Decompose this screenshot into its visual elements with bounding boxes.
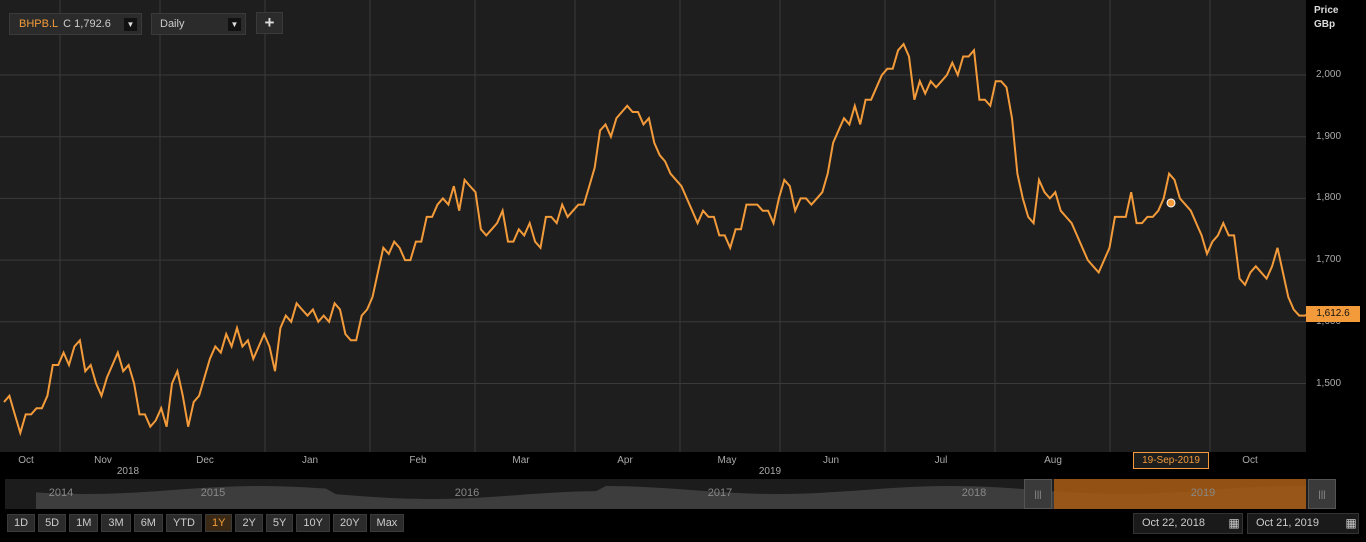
price-series-line [3,42,1311,437]
x-year-label: 2018 [116,466,140,477]
range-button-1y[interactable]: 1Y [204,514,233,532]
x-tick-label: Dec [196,455,214,466]
symbol-ticker: BHPB.L [19,18,59,30]
x-tick-label: Nov [94,455,112,466]
highlight-point-marker[interactable] [1166,198,1176,208]
period-selector[interactable]: Daily ▼ [151,13,246,35]
last-price-tag: 1,612.6 [1306,306,1360,322]
x-tick-label: Feb [409,455,427,466]
y-tick-label: 1,700 [1316,254,1342,266]
x-tick-label: May [717,455,737,466]
chevron-down-icon[interactable]: ▼ [124,18,137,31]
x-tick-label: Aug [1044,455,1062,466]
crosshair-date-label: 19-Sep-2019 [1133,452,1209,469]
navigator-year-label: 2018 [961,487,987,499]
x-year-label: 2019 [758,466,782,477]
axis-title-unit: GBp [1314,19,1336,30]
add-indicator-button[interactable]: + [256,12,283,34]
x-tick-label: Jun [822,455,840,466]
range-button-6m[interactable]: 6M [133,514,163,532]
range-button-2y[interactable]: 2Y [235,514,263,532]
navigator-window[interactable] [1054,479,1306,509]
range-button-ytd[interactable]: YTD [165,514,202,532]
close-prefix: C [63,18,72,30]
navigator-year-label: 2017 [707,487,733,499]
x-tick-label: Oct [18,455,34,466]
navigator-area [36,486,1306,509]
x-tick-label: Jul [934,455,948,466]
start-date-field[interactable]: Oct 22, 2018 [1133,513,1243,534]
range-button-group: 1D 5D 1M 3M 6M YTD 1Y 2Y 5Y 10Y 20Y Max [7,514,405,532]
y-tick-label: 1,500 [1316,377,1342,389]
range-button-1d[interactable]: 1D [7,514,36,532]
x-tick-label: Oct [1242,455,1258,466]
navigator-right-handle[interactable]: ||| [1308,479,1336,509]
range-button-1m[interactable]: 1M [69,514,99,532]
y-tick-label: 1,900 [1316,130,1342,142]
navigator-year-label: 2019 [1190,487,1216,499]
end-date-field[interactable]: Oct 21, 2019 [1247,513,1359,534]
range-button-5y[interactable]: 5Y [265,514,294,532]
x-tick-label: Apr [617,455,633,466]
y-tick-label: 1,800 [1316,192,1342,204]
range-button-5d[interactable]: 5D [38,514,67,532]
range-button-max[interactable]: Max [369,514,405,532]
calendar-icon[interactable]: ▦ [1345,516,1357,530]
navigator-left-handle[interactable]: ||| [1024,479,1052,509]
calendar-icon[interactable]: ▦ [1228,516,1240,530]
price-axis [1306,0,1366,452]
navigator-year-label: 2015 [200,487,226,499]
chevron-down-icon[interactable]: ▼ [228,18,241,31]
period-label: Daily [160,18,185,30]
symbol-selector[interactable]: BHPB.L C 1,792.6 ▼ [9,13,142,35]
range-button-3m[interactable]: 3M [101,514,131,532]
range-button-20y[interactable]: 20Y [332,514,367,532]
close-value: 1,792.6 [74,18,111,30]
y-tick-label: 2,000 [1316,69,1342,80]
axis-title-price: Price [1314,5,1339,16]
navigator-year-label: 2014 [48,487,74,499]
x-tick-label: Jan [301,455,319,466]
x-tick-label: Mar [512,455,530,466]
navigator-year-label: 2016 [454,487,480,499]
range-button-10y[interactable]: 10Y [296,514,330,532]
